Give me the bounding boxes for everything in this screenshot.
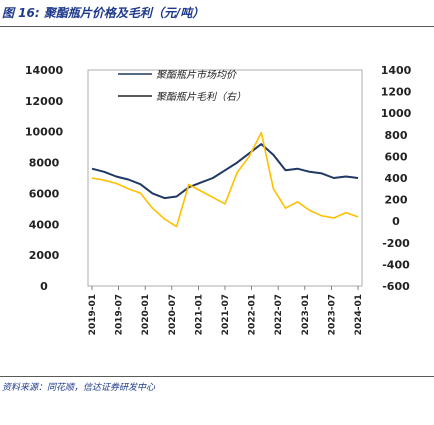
y-left-tick-label: 6000 [29, 187, 60, 200]
legend-label: 聚酯瓶片市场均价 [156, 69, 237, 81]
y-right-tick-label: -400 [382, 258, 410, 271]
y-right-tick-label: -600 [382, 280, 410, 293]
x-tick-label: 2020-07 [168, 294, 178, 335]
x-tick-label: 2020-01 [141, 294, 151, 335]
x-tick-label: 2021-07 [221, 294, 231, 335]
x-tick-label: 2021-01 [194, 294, 204, 335]
x-tick-label: 2024-01 [354, 294, 364, 335]
y-right-tick-label: 1200 [381, 86, 412, 99]
y-left-tick-label: 14000 [25, 64, 64, 77]
x-tick-label: 2022-07 [274, 294, 284, 335]
x-tick-label: 2022-01 [248, 294, 258, 335]
y-left-tick-label: 0 [40, 280, 48, 293]
y-right-tick-label: 200 [385, 194, 408, 207]
y-left-tick-label: 12000 [25, 95, 64, 108]
y-right-tick-label: 800 [385, 129, 408, 142]
source-divider [0, 376, 434, 377]
x-tick-label: 2023-07 [327, 294, 337, 335]
x-tick-label: 2019-07 [115, 294, 125, 335]
y-right-tick-label: 1400 [381, 64, 412, 77]
y-right-tick-label: 1000 [381, 107, 412, 120]
y-left-tick-label: 8000 [29, 157, 60, 170]
margin-line [91, 131, 359, 228]
series-lines [91, 131, 359, 228]
price-line [91, 143, 359, 200]
y-right-tick-label: 400 [385, 172, 408, 185]
x-tick-label: 2019-01 [88, 294, 98, 335]
x-axis: 2019-01 2019-07 2020-01 2020-07 2021-01 2021-… [88, 286, 364, 335]
y-axis-left: 14000 12000 10000 8000 6000 4000 2000 0 [25, 64, 64, 293]
y-left-tick-label: 4000 [29, 218, 60, 231]
y-left-tick-label: 2000 [29, 249, 60, 262]
y-right-tick-label: 0 [392, 215, 400, 228]
title-divider [0, 26, 434, 27]
y-right-tick-label: -200 [382, 237, 410, 250]
y-left-tick-label: 10000 [25, 126, 64, 139]
legend-label: 聚酯瓶片毛利（右） [156, 91, 246, 103]
y-right-tick-label: 600 [385, 150, 408, 163]
source-note: 资料来源：同花顺，信达证券研发中心 [2, 383, 156, 393]
y-axis-right: 1400 1200 1000 800 600 400 200 0 -200 -400 -600 [381, 64, 412, 293]
figure-title: 图 16: 聚酯瓶片价格及毛利（元/吨） [2, 6, 205, 20]
x-tick-label: 2023-01 [301, 294, 311, 335]
